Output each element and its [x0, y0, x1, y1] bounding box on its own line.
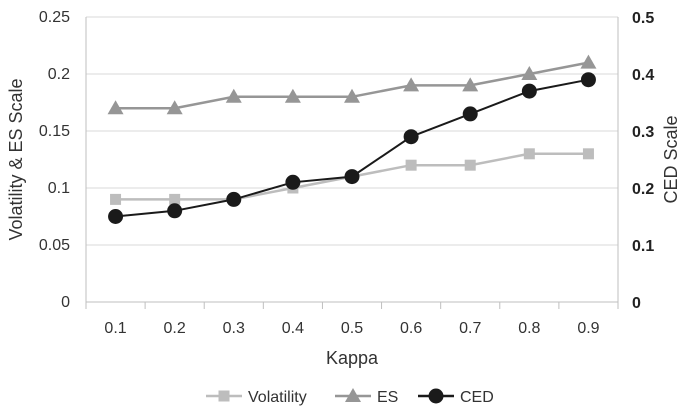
data-point-ced [462, 106, 478, 122]
data-point-es [580, 54, 597, 69]
legend: Volatility ES CED [206, 388, 494, 406]
x-tick-label: 0.8 [518, 320, 540, 337]
right-tick-label: 0.1 [632, 238, 654, 255]
legend-marker-ced [428, 388, 444, 404]
series [107, 54, 597, 224]
data-point-ced [403, 129, 419, 145]
data-point-volatility [464, 159, 476, 171]
x-tick-label: 0.7 [459, 320, 481, 337]
right-axis-title: CED Scale [661, 115, 681, 203]
left-tick-label: 0.25 [39, 9, 70, 26]
right-tick-label: 0.5 [632, 10, 654, 27]
left-tick-label: 0.05 [39, 237, 70, 254]
data-point-volatility [523, 148, 535, 160]
x-tick-label: 0.6 [400, 320, 422, 337]
data-point-ced [226, 191, 242, 207]
left-tick-label: 0.15 [39, 123, 70, 140]
right-tick-label: 0.2 [632, 181, 654, 198]
data-point-ced [580, 72, 596, 88]
data-point-es [166, 100, 183, 115]
grid [86, 16, 618, 303]
data-point-ced [344, 169, 360, 185]
data-point-es [284, 88, 301, 103]
data-point-ced [521, 83, 537, 99]
series-ced [108, 72, 596, 224]
legend-label-ced: CED [460, 389, 494, 406]
left-axis-title: Volatility & ES Scale [6, 78, 26, 240]
left-tick-label: 0.1 [48, 180, 70, 197]
x-tick-label: 0.1 [104, 320, 126, 337]
legend-label-es: ES [377, 389, 398, 406]
legend-entry-es: ES [335, 388, 398, 406]
x-tick-label: 0.9 [577, 320, 599, 337]
x-axis-title: Kappa [326, 348, 379, 368]
left-tick-label: 0.2 [48, 66, 70, 83]
legend-entry-ced: CED [418, 388, 494, 406]
data-point-ced [167, 203, 183, 219]
x-tick-label: 0.2 [164, 320, 186, 337]
data-point-es [344, 88, 360, 103]
legend-entry-volatility: Volatility [206, 389, 307, 406]
data-point-es [462, 77, 479, 92]
x-tick-label: 0.4 [282, 320, 304, 337]
legend-label-volatility: Volatility [248, 389, 307, 406]
right-tick-label: 0.3 [632, 124, 654, 141]
data-point-volatility [110, 193, 122, 205]
data-point-es [225, 88, 242, 103]
data-point-volatility [405, 159, 417, 171]
legend-marker-volatility [218, 390, 230, 402]
right-tick-label: 0.4 [632, 67, 654, 84]
data-point-es [107, 100, 124, 115]
series-es [107, 54, 597, 115]
left-tick-label: 0 [61, 294, 70, 311]
x-tick-label: 0.5 [341, 320, 363, 337]
data-point-es [521, 66, 538, 80]
data-point-volatility [582, 148, 594, 160]
data-point-volatility [169, 193, 181, 205]
legend-marker-es [345, 388, 361, 402]
data-point-ced [285, 174, 301, 190]
x-tick-label: 0.3 [223, 320, 245, 337]
right-tick-label: 0 [632, 295, 641, 312]
axes: 0 0.05 0.1 0.15 0.2 0.25 0 0.1 0.2 0.3 0.4 0.5 0.1 0.… [6, 9, 681, 368]
data-point-es [403, 77, 420, 92]
data-point-ced [108, 209, 124, 224]
